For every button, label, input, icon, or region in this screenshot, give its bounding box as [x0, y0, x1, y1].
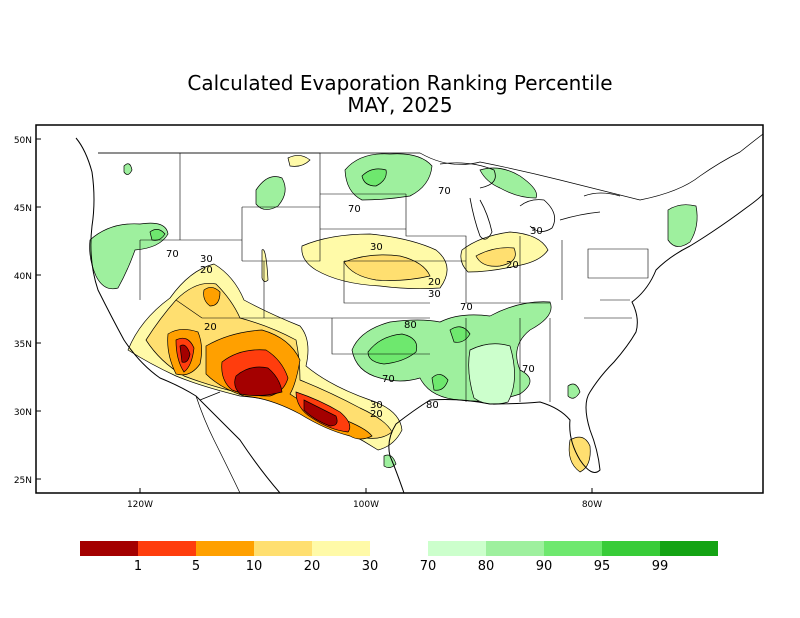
contour-label: 20: [204, 322, 217, 333]
wet-swatch: [486, 541, 544, 556]
lat-label: 30N: [14, 408, 32, 418]
contour-label: 70: [522, 364, 535, 375]
map-title: Calculated Evaporation Ranking Percentil…: [0, 72, 800, 116]
lon-label: 120W: [127, 500, 153, 510]
washington-wet-spot: [123, 163, 133, 175]
latitude-axis: 50N 45N 40N 35N 30N 25N: [14, 136, 41, 486]
lat-label: 40N: [14, 272, 32, 282]
dry-swatches: [80, 541, 370, 556]
contour-label: 20: [428, 277, 441, 288]
arkansas-wet-core: [449, 326, 471, 343]
contour-label: 30: [428, 289, 441, 300]
dakota-wet-region: [344, 153, 433, 201]
legend-tick-label: 99: [652, 559, 669, 574]
dry-swatch: [80, 541, 138, 556]
georgia-wet-spot: [567, 383, 581, 399]
legend-tick-label: 10: [246, 559, 263, 574]
new-england-wet-region: [667, 204, 698, 247]
wet-swatch: [428, 541, 486, 556]
dry-swatch: [312, 541, 370, 556]
dry-swatch: [138, 541, 196, 556]
longitude-axis: 120W 100W 80W: [127, 488, 602, 510]
coastline: [75, 137, 763, 493]
contour-label: 70: [438, 186, 451, 197]
nevada-dry-pocket: [203, 287, 221, 307]
great-lakes: [439, 162, 621, 240]
southwest-dry-1-region: [179, 344, 338, 427]
north-dakota-dry-spot: [287, 155, 311, 167]
montana-wet-region: [255, 176, 286, 210]
lat-label: 35N: [14, 340, 32, 350]
legend-tick-label: 30: [362, 559, 379, 574]
lat-label: 50N: [14, 136, 32, 146]
canada-border: [98, 133, 763, 201]
legend-tick-label: 20: [304, 559, 321, 574]
contour-label: 70: [348, 204, 361, 215]
wet-regions: [89, 153, 698, 468]
wet-swatch: [602, 541, 660, 556]
wyoming-dry-sliver: [261, 249, 269, 282]
wet-swatches: [428, 541, 718, 556]
lat-label: 45N: [14, 204, 32, 214]
oklahoma-wet-core: [367, 333, 418, 365]
contour-label: 30: [370, 242, 383, 253]
contour-label: 80: [404, 320, 417, 331]
map-content: [75, 133, 763, 493]
louisiana-wet-core: [431, 374, 449, 391]
title-line: Calculated Evaporation Ranking Percentil…: [187, 71, 613, 95]
dry-swatch: [196, 541, 254, 556]
southeast-wet-region: [468, 343, 515, 405]
florida-dry-region: [568, 436, 591, 473]
subtitle-line: MAY, 2025: [347, 93, 453, 117]
lon-label: 100W: [353, 500, 379, 510]
legend-tick-label: 90: [536, 559, 553, 574]
contour-label: 20: [506, 260, 519, 271]
contour-labels: 70 70 70 70 30 20 30 20 20 30 30 20 70 8…: [166, 186, 543, 420]
contour-label: 70: [166, 249, 179, 260]
great-lakes-wet-region: [479, 167, 537, 199]
northwest-wet-region: [89, 222, 169, 290]
lon-label: 80W: [582, 500, 602, 510]
legend-tick-label: 80: [478, 559, 495, 574]
wet-swatch: [544, 541, 602, 556]
legend-tick-label: 70: [420, 559, 437, 574]
contour-label: 30: [200, 254, 213, 265]
contour-label: 30: [530, 226, 543, 237]
dry-swatch: [254, 541, 312, 556]
dakota-wet-core: [361, 168, 387, 187]
contour-label: 70: [382, 374, 395, 385]
lat-label: 25N: [14, 476, 32, 486]
dry-regions: [127, 155, 591, 473]
legend-tick-label: 1: [134, 559, 142, 574]
northwest-wet-core: [149, 229, 166, 241]
map-frame: [35, 124, 764, 494]
contour-label: 80: [426, 400, 439, 411]
ohio-valley-dry-core: [475, 247, 516, 267]
contour-label: 30: [370, 400, 383, 411]
mexico-coast: [195, 391, 241, 493]
legend-tick-label: 5: [192, 559, 200, 574]
contour-label: 20: [370, 409, 383, 420]
wet-swatch: [660, 541, 718, 556]
contour-label: 70: [460, 302, 473, 313]
contour-label: 20: [200, 265, 213, 276]
legend-tick-label: 95: [594, 559, 611, 574]
